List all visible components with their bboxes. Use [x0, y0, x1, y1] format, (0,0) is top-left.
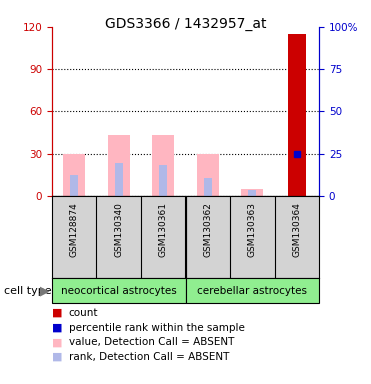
Text: GSM128874: GSM128874	[70, 202, 79, 257]
Text: GSM130364: GSM130364	[292, 202, 301, 257]
Text: cerebellar astrocytes: cerebellar astrocytes	[197, 286, 307, 296]
Bar	[152, 135, 174, 196]
Text: ■: ■	[52, 337, 62, 347]
Bar	[204, 177, 212, 196]
FancyBboxPatch shape	[52, 278, 186, 303]
Text: cell type: cell type	[4, 286, 51, 296]
Bar	[63, 154, 85, 196]
Text: ■: ■	[52, 352, 62, 362]
Text: GSM130361: GSM130361	[159, 202, 168, 257]
Text: ■: ■	[52, 323, 62, 333]
Text: GSM130340: GSM130340	[114, 202, 123, 257]
Text: neocortical astrocytes: neocortical astrocytes	[61, 286, 177, 296]
Text: GSM130363: GSM130363	[248, 202, 257, 257]
Text: GDS3366 / 1432957_at: GDS3366 / 1432957_at	[105, 17, 266, 31]
Text: GSM130362: GSM130362	[203, 202, 212, 257]
Bar	[108, 135, 130, 196]
Bar	[70, 175, 78, 196]
Bar	[288, 34, 306, 196]
Text: value, Detection Call = ABSENT: value, Detection Call = ABSENT	[69, 337, 234, 347]
Bar	[197, 154, 219, 196]
Text: ■: ■	[52, 308, 62, 318]
FancyBboxPatch shape	[186, 278, 319, 303]
Text: rank, Detection Call = ABSENT: rank, Detection Call = ABSENT	[69, 352, 229, 362]
Bar	[159, 165, 167, 196]
Bar	[241, 189, 263, 196]
Text: percentile rank within the sample: percentile rank within the sample	[69, 323, 244, 333]
Text: count: count	[69, 308, 98, 318]
Bar	[248, 190, 256, 196]
Text: ▶: ▶	[40, 285, 49, 297]
Bar	[115, 164, 123, 196]
